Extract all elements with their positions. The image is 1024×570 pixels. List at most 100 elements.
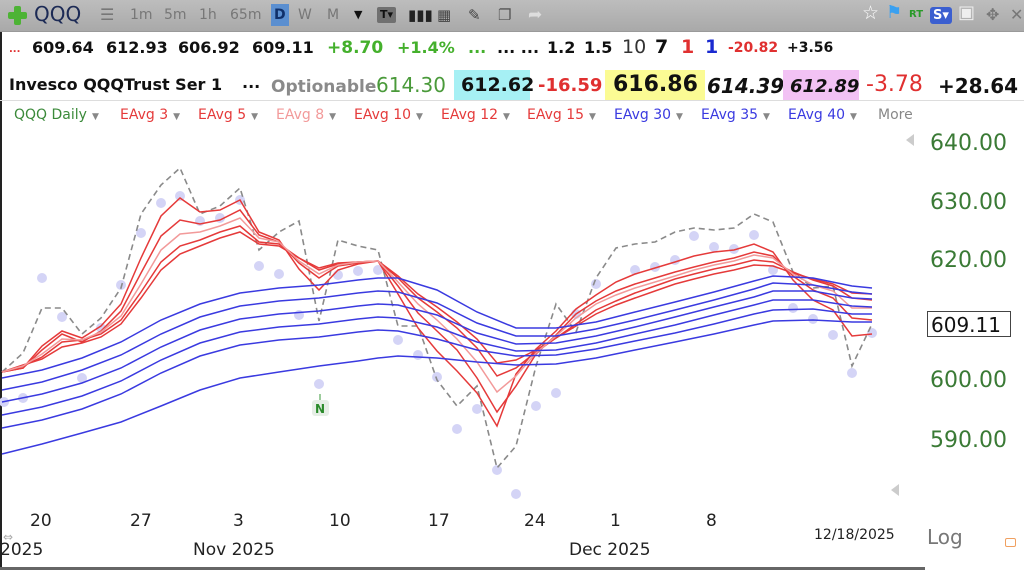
price-2: 612.62 — [461, 74, 535, 96]
x-tick-20: 20 — [30, 511, 52, 531]
dropdown-arrow-icon: ▼ — [763, 112, 770, 122]
short-term-averages — [1, 197, 873, 428]
lock-icon[interactable] — [1005, 538, 1016, 547]
price-8: +28.64 — [938, 74, 1019, 98]
month-label-dec: Dec 2025 — [569, 540, 651, 560]
value-8: +3.56 — [787, 40, 834, 56]
scan-button[interactable]: S▾ — [930, 7, 952, 24]
current-date: 12/18/2025 — [814, 527, 895, 543]
share-arrow-icon[interactable]: ➦ — [528, 5, 543, 25]
legend-eavg-35[interactable]: EAvg 35 ▼ — [701, 107, 770, 123]
x-tick-17: 17 — [428, 511, 450, 531]
legend-label: EAvg 10 — [354, 107, 412, 123]
yellow-highlight — [605, 70, 705, 100]
legend-eavg-15[interactable]: EAvg 15 ▼ — [527, 107, 596, 123]
add-symbol-icon[interactable] — [8, 6, 27, 25]
value-7: -20.82 — [728, 40, 779, 56]
eavg-8-line — [1, 217, 872, 394]
price-7: -3.78 — [866, 72, 923, 97]
x-tick-3: 3 — [233, 511, 244, 531]
long-term-averages — [1, 275, 873, 455]
toolbar: QQQ ☰ 1m 5m 1h 65m D W M ▼ T▾ ▮▮▮ ▦ ✎ ❐ … — [0, 0, 1024, 32]
scrollbar[interactable] — [0, 567, 925, 570]
y-tick-600: 600.00 — [930, 368, 1007, 393]
price-chart[interactable]: N — [0, 128, 920, 500]
x-tick-24: 24 — [524, 511, 546, 531]
list-icon[interactable]: ☰ — [100, 5, 115, 24]
pink-highlight — [783, 70, 859, 100]
interval-1h[interactable]: 1h — [199, 7, 217, 23]
log-scale-toggle[interactable]: Log — [927, 525, 963, 549]
legend-qqq-daily[interactable]: QQQ Daily ▼ — [14, 107, 99, 123]
dropdown-arrow-icon: ▼ — [676, 112, 683, 122]
legend-label: EAvg 5 — [198, 107, 247, 123]
move-icon[interactable]: ✥ — [986, 5, 1000, 24]
green-dots: ... — [468, 38, 487, 57]
dropdown-arrow-icon: ▼ — [329, 112, 337, 122]
legend-label: QQQ Daily — [14, 107, 87, 123]
last-price-label: 609.11 — [927, 311, 1011, 337]
price-3: -16.59 — [538, 75, 603, 96]
bar-chart-icon[interactable]: ▮▮▮ — [408, 6, 433, 24]
realtime-label[interactable]: RT — [909, 9, 924, 20]
close-value: 609.11 — [252, 38, 314, 57]
news-marker-label: N — [315, 402, 325, 416]
x-tick-27: 27 — [130, 511, 152, 531]
interval-daily[interactable]: D — [271, 4, 289, 26]
x-tick-1: 1 — [610, 511, 621, 531]
change-value: +8.70 — [327, 38, 384, 58]
month-label-oct: 2025 — [0, 540, 44, 560]
value-4: 7 — [655, 36, 669, 58]
value-6: 1 — [705, 36, 719, 58]
interval-weekly[interactable]: W — [298, 7, 312, 23]
interval-monthly[interactable]: M — [327, 7, 340, 23]
symbol-input[interactable]: QQQ — [34, 2, 82, 26]
legend-eavg-10[interactable]: EAvg 10 ▼ — [354, 107, 423, 123]
y-tick-630: 630.00 — [930, 190, 1007, 215]
collapse-arrow-icon[interactable] — [906, 134, 914, 146]
scroll-left-icon[interactable] — [891, 484, 899, 496]
pencil-icon[interactable]: ✎ — [468, 6, 481, 24]
legend-eavg-3[interactable]: EAvg 3 ▼ — [120, 107, 180, 123]
legend-label: EAvg 30 — [614, 107, 672, 123]
month-label-nov: Nov 2025 — [193, 540, 275, 560]
interval-5m[interactable]: 5m — [164, 7, 187, 23]
dropdown-arrow-icon: ▼ — [173, 112, 181, 122]
close-dots — [0, 191, 877, 499]
folder-icon[interactable]: ❐ — [498, 6, 512, 24]
legend-eavg-30[interactable]: EAvg 30 ▼ — [614, 107, 683, 123]
star-icon[interactable]: ☆ — [862, 2, 880, 24]
price-5: 614.39 — [707, 74, 785, 98]
x-tick-8: 8 — [706, 511, 717, 531]
y-tick-640: 640.00 — [930, 131, 1007, 156]
legend-label: EAvg 35 — [701, 107, 759, 123]
close-icon[interactable]: ✕ — [1010, 5, 1024, 24]
resize-arrows-icon[interactable]: ⇔ — [3, 530, 14, 544]
dropdown-arrow-icon: ▼ — [850, 112, 857, 122]
legend-eavg-8[interactable]: EAvg 8 ▼ — [276, 107, 336, 123]
flag-icon[interactable]: ⚑ — [886, 2, 903, 23]
interval-1m[interactable]: 1m — [130, 7, 153, 23]
news-marker[interactable] — [312, 400, 329, 416]
legend-label: EAvg 3 — [120, 107, 169, 123]
chevron-down-icon[interactable]: ▼ — [354, 8, 363, 21]
value-3: 10 — [622, 36, 647, 58]
interval-65m[interactable]: 65m — [230, 7, 262, 23]
text-tool-icon[interactable]: T▾ — [377, 7, 397, 23]
high-value: 612.93 — [106, 38, 168, 57]
legend-eavg-40[interactable]: EAvg 40 ▼ — [788, 107, 857, 123]
save-icon[interactable]: ▣ — [958, 2, 976, 23]
legend-eavg-12[interactable]: EAvg 12 ▼ — [441, 107, 510, 123]
legend-eavg-5[interactable]: EAvg 5 ▼ — [198, 107, 258, 123]
y-tick-590: 590.00 — [930, 428, 1007, 453]
grid-add-icon[interactable]: ▦ — [437, 6, 452, 24]
dropdown-arrow-icon: ▼ — [91, 112, 99, 122]
low-value: 606.92 — [178, 38, 240, 57]
security-name: Invesco QQQTrust Ser 1 — [9, 75, 223, 94]
legend-label: EAvg 40 — [788, 107, 846, 123]
value-1: 1.2 — [547, 38, 576, 57]
legend-more[interactable]: More — [878, 107, 913, 123]
row1-dots: ... — [9, 44, 21, 55]
optionable-label: Optionable — [271, 77, 377, 97]
